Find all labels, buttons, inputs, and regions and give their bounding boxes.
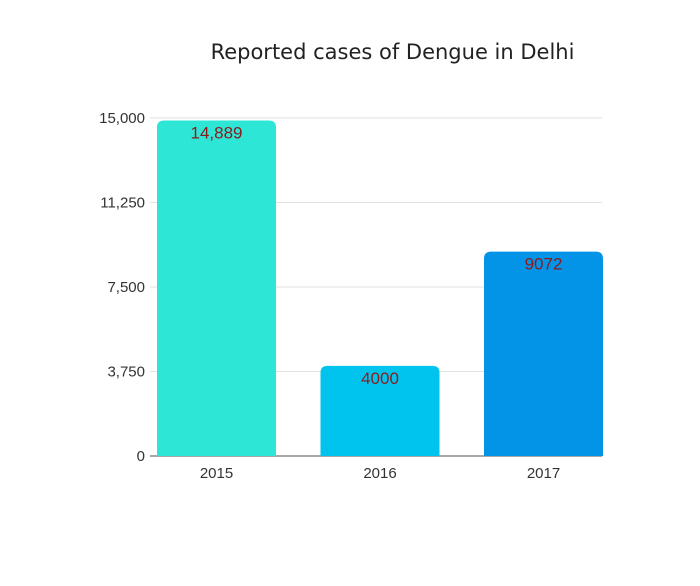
bars	[157, 120, 603, 457]
chart-title: Reported cases of Dengue in Delhi	[210, 40, 575, 64]
y-tick-label: 11,250	[100, 195, 145, 212]
y-tick-label: 15,000	[99, 110, 145, 127]
data-labels: 14,889 4000 9072	[191, 124, 563, 388]
data-label: 4000	[361, 369, 399, 388]
y-tick-label: 7,500	[107, 279, 145, 296]
y-tick-label: 0	[137, 448, 145, 465]
data-label: 14,889	[191, 124, 243, 143]
x-tick-label: 2017	[527, 465, 560, 482]
bar-2016	[320, 365, 440, 456]
y-tick-label: 3,750	[107, 364, 145, 381]
data-label: 9072	[525, 255, 563, 274]
x-axis-tick-labels: 2015 2016 2017	[200, 465, 560, 482]
bar-2015	[157, 120, 276, 457]
x-tick-label: 2016	[363, 465, 396, 482]
y-axis-tick-labels: 0 3,750 7,500 11,250 15,000	[99, 110, 145, 465]
bar-2017	[484, 251, 603, 456]
x-tick-label: 2015	[200, 465, 233, 482]
